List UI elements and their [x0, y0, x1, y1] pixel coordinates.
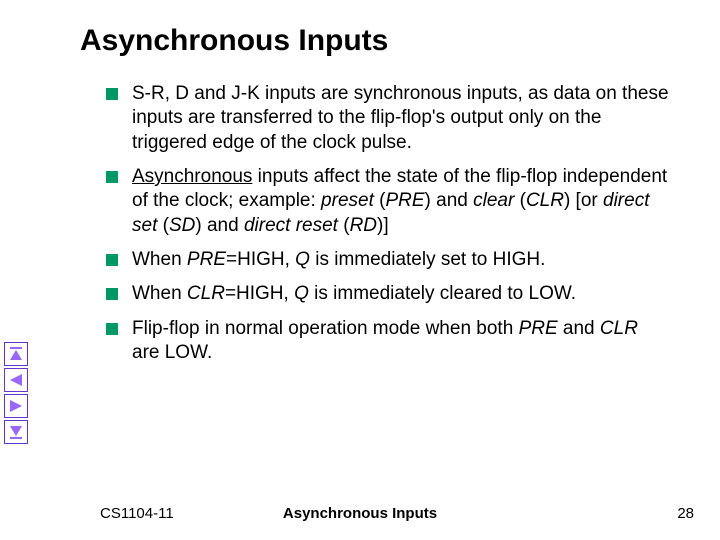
- bullet-text: Asynchronous inputs affect the state of …: [132, 165, 670, 238]
- list-item: When PRE=HIGH, Q is immediately set to H…: [106, 248, 670, 272]
- text-run: (: [338, 215, 350, 236]
- text-run: ) and: [425, 190, 474, 211]
- italic-text: SD: [169, 215, 195, 236]
- text-run: and: [558, 318, 600, 339]
- underline-text: Asynchronous: [132, 166, 252, 187]
- text-run: =HIGH,: [225, 283, 294, 304]
- list-item: Flip-flop in normal operation mode when …: [106, 317, 670, 366]
- text-run: When: [132, 249, 187, 270]
- list-item: S-R, D and J-K inputs are synchronous in…: [106, 82, 670, 155]
- bullet-text: S-R, D and J-K inputs are synchronous in…: [132, 82, 670, 155]
- text-run: When: [132, 283, 187, 304]
- last-icon: [7, 423, 25, 441]
- text-run: (: [157, 215, 169, 236]
- slide-number: 28: [677, 505, 694, 522]
- bullet-text: When PRE=HIGH, Q is immediately set to H…: [132, 248, 670, 272]
- bullet-icon: [106, 88, 118, 100]
- list-item: When CLR=HIGH, Q is immediately cleared …: [106, 282, 670, 306]
- prev-slide-button[interactable]: [4, 368, 28, 392]
- text-run: is immediately set to HIGH.: [310, 249, 545, 270]
- bullet-icon: [106, 254, 118, 266]
- last-slide-button[interactable]: [4, 420, 28, 444]
- text-run: (: [374, 190, 386, 211]
- text-run: =HIGH,: [226, 249, 295, 270]
- italic-text: preset: [321, 190, 374, 211]
- italic-text: CLR: [526, 190, 564, 211]
- bullet-icon: [106, 171, 118, 183]
- italic-text: Q: [294, 283, 309, 304]
- slide-footer: CS1104-11 Asynchronous Inputs 28: [0, 505, 720, 522]
- list-item: Asynchronous inputs affect the state of …: [106, 165, 670, 238]
- text-run: ) and: [195, 215, 244, 236]
- italic-text: Q: [295, 249, 310, 270]
- text-run: (: [514, 190, 526, 211]
- bullet-text: When CLR=HIGH, Q is immediately cleared …: [132, 282, 670, 306]
- text-run: ) [or: [564, 190, 603, 211]
- bullet-icon: [106, 323, 118, 335]
- italic-text: direct reset: [244, 215, 338, 236]
- next-icon: [7, 397, 25, 415]
- text-run: is immediately cleared to LOW.: [309, 283, 576, 304]
- italic-text: RD: [350, 215, 377, 236]
- first-icon: [7, 345, 25, 363]
- first-slide-button[interactable]: [4, 342, 28, 366]
- italic-text: CLR: [600, 318, 638, 339]
- italic-text: PRE: [519, 318, 558, 339]
- bullet-text: Flip-flop in normal operation mode when …: [132, 317, 670, 366]
- nav-button-group: [4, 342, 28, 444]
- italic-text: PRE: [187, 249, 226, 270]
- footer-course-code: CS1104-11: [100, 505, 174, 522]
- italic-text: clear: [473, 190, 514, 211]
- text-run: )]: [377, 215, 389, 236]
- prev-icon: [7, 371, 25, 389]
- next-slide-button[interactable]: [4, 394, 28, 418]
- text-run: are LOW.: [132, 342, 212, 363]
- slide: Asynchronous Inputs S-R, D and J-K input…: [0, 0, 720, 540]
- bullet-list: S-R, D and J-K inputs are synchronous in…: [106, 82, 670, 365]
- text-run: Flip-flop in normal operation mode when …: [132, 318, 519, 339]
- bullet-icon: [106, 288, 118, 300]
- italic-text: CLR: [187, 283, 225, 304]
- slide-title: Asynchronous Inputs: [80, 24, 680, 58]
- italic-text: PRE: [385, 190, 424, 211]
